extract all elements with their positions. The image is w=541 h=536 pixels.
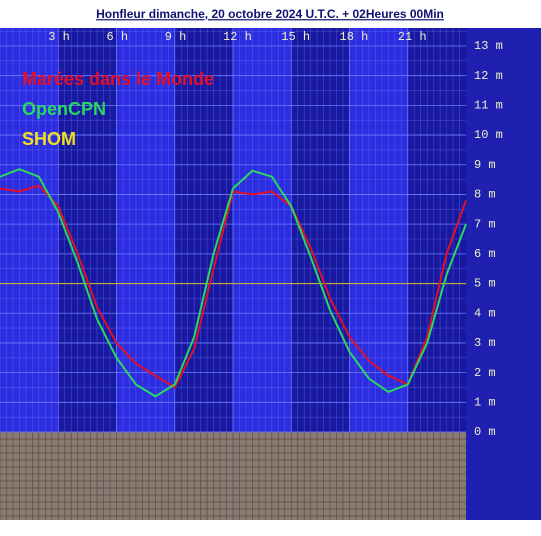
y-tick-label: 2 m: [474, 366, 496, 380]
y-tick-label: 11 m: [474, 99, 503, 113]
x-tick-label: 6 h: [107, 30, 129, 44]
y-tick-label: 5 m: [474, 277, 496, 291]
y-tick-label: 0 m: [474, 425, 496, 439]
x-tick-label: 18 h: [340, 30, 369, 44]
y-tick-label: 9 m: [474, 158, 496, 172]
y-tick-label: 7 m: [474, 217, 496, 231]
y-tick-label: 1 m: [474, 395, 496, 409]
chart-title: Honfleur dimanche, 20 octobre 2024 U.T.C…: [96, 7, 444, 21]
x-tick-label: 15 h: [281, 30, 310, 44]
x-tick-label: 9 h: [165, 30, 187, 44]
band: [116, 28, 175, 432]
y-tick-label: 10 m: [474, 128, 503, 142]
y-tick-label: 4 m: [474, 306, 496, 320]
legend-entry: SHOM: [22, 129, 76, 149]
y-tick-label: 3 m: [474, 336, 496, 350]
legend-entry: Marées dans le Monde: [22, 69, 214, 89]
x-tick-label: 21 h: [398, 30, 427, 44]
x-tick-label: 3 h: [48, 30, 70, 44]
band: [349, 28, 408, 432]
band: [407, 28, 466, 432]
band: [233, 28, 292, 432]
y-tick-label: 6 m: [474, 247, 496, 261]
y-tick-label: 13 m: [474, 39, 503, 53]
x-tick-label: 12 h: [223, 30, 252, 44]
y-tick-label: 8 m: [474, 188, 496, 202]
tide-line: [0, 168, 467, 398]
legend-entry: OpenCPN: [22, 99, 106, 119]
y-tick-label: 12 m: [474, 69, 503, 83]
band: [0, 28, 59, 432]
